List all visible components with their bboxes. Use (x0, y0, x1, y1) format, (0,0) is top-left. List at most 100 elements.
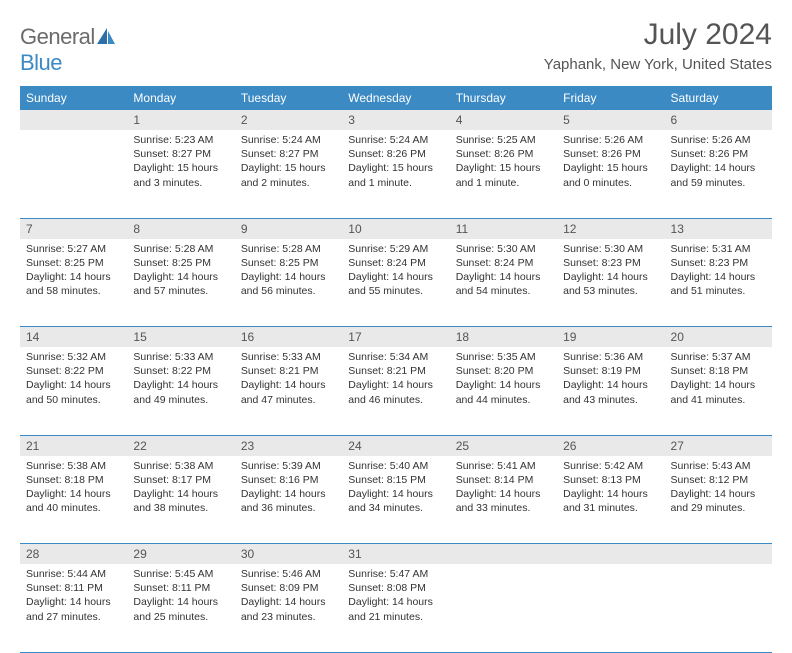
col-tuesday: Tuesday (235, 86, 342, 110)
day-cell: Sunrise: 5:35 AMSunset: 8:20 PMDaylight:… (450, 347, 557, 435)
day-cell: Sunrise: 5:44 AMSunset: 8:11 PMDaylight:… (20, 564, 127, 652)
day-details: Sunrise: 5:28 AMSunset: 8:25 PMDaylight:… (127, 239, 234, 305)
day-details: Sunrise: 5:24 AMSunset: 8:27 PMDaylight:… (235, 130, 342, 196)
day-cell: Sunrise: 5:28 AMSunset: 8:25 PMDaylight:… (127, 239, 234, 327)
col-sunday: Sunday (20, 86, 127, 110)
day-details: Sunrise: 5:24 AMSunset: 8:26 PMDaylight:… (342, 130, 449, 196)
day-cell: Sunrise: 5:30 AMSunset: 8:23 PMDaylight:… (557, 239, 664, 327)
month-title: July 2024 (544, 18, 772, 52)
day-cell: Sunrise: 5:33 AMSunset: 8:22 PMDaylight:… (127, 347, 234, 435)
day-cell: Sunrise: 5:29 AMSunset: 8:24 PMDaylight:… (342, 239, 449, 327)
day-number: 3 (342, 110, 449, 130)
day-number: 26 (557, 435, 664, 456)
day-details: Sunrise: 5:36 AMSunset: 8:19 PMDaylight:… (557, 347, 664, 413)
day-details: Sunrise: 5:30 AMSunset: 8:24 PMDaylight:… (450, 239, 557, 305)
weekday-header-row: Sunday Monday Tuesday Wednesday Thursday… (20, 86, 772, 110)
day-details: Sunrise: 5:32 AMSunset: 8:22 PMDaylight:… (20, 347, 127, 413)
day-cell: Sunrise: 5:26 AMSunset: 8:26 PMDaylight:… (557, 130, 664, 218)
brand-text: General Blue (20, 24, 115, 76)
col-thursday: Thursday (450, 86, 557, 110)
day-details: Sunrise: 5:39 AMSunset: 8:16 PMDaylight:… (235, 456, 342, 522)
header: General Blue July 2024 Yaphank, New York… (20, 18, 772, 76)
day-cell: Sunrise: 5:23 AMSunset: 8:27 PMDaylight:… (127, 130, 234, 218)
day-details: Sunrise: 5:40 AMSunset: 8:15 PMDaylight:… (342, 456, 449, 522)
day-details: Sunrise: 5:26 AMSunset: 8:26 PMDaylight:… (557, 130, 664, 196)
day-cell (20, 130, 127, 218)
day-details: Sunrise: 5:30 AMSunset: 8:23 PMDaylight:… (557, 239, 664, 305)
day-number: 23 (235, 435, 342, 456)
day-number (20, 110, 127, 130)
day-cell (450, 564, 557, 652)
day-cell: Sunrise: 5:26 AMSunset: 8:26 PMDaylight:… (665, 130, 772, 218)
brand-part2: Blue (20, 50, 62, 75)
day-body-row: Sunrise: 5:32 AMSunset: 8:22 PMDaylight:… (20, 347, 772, 435)
day-cell: Sunrise: 5:32 AMSunset: 8:22 PMDaylight:… (20, 347, 127, 435)
day-details: Sunrise: 5:46 AMSunset: 8:09 PMDaylight:… (235, 564, 342, 630)
day-number: 13 (665, 218, 772, 239)
day-number: 4 (450, 110, 557, 130)
day-number: 1 (127, 110, 234, 130)
day-number: 8 (127, 218, 234, 239)
calendar-body: 123456Sunrise: 5:23 AMSunset: 8:27 PMDay… (20, 110, 772, 652)
day-number: 22 (127, 435, 234, 456)
day-cell: Sunrise: 5:47 AMSunset: 8:08 PMDaylight:… (342, 564, 449, 652)
day-details: Sunrise: 5:43 AMSunset: 8:12 PMDaylight:… (665, 456, 772, 522)
sail-icon (97, 24, 115, 50)
daynum-row: 28293031 (20, 544, 772, 565)
day-details (557, 564, 664, 573)
day-details: Sunrise: 5:38 AMSunset: 8:18 PMDaylight:… (20, 456, 127, 522)
col-monday: Monday (127, 86, 234, 110)
day-body-row: Sunrise: 5:38 AMSunset: 8:18 PMDaylight:… (20, 456, 772, 544)
day-body-row: Sunrise: 5:23 AMSunset: 8:27 PMDaylight:… (20, 130, 772, 218)
location-text: Yaphank, New York, United States (544, 56, 772, 73)
daynum-row: 14151617181920 (20, 327, 772, 348)
day-cell: Sunrise: 5:42 AMSunset: 8:13 PMDaylight:… (557, 456, 664, 544)
day-cell: Sunrise: 5:38 AMSunset: 8:18 PMDaylight:… (20, 456, 127, 544)
day-body-row: Sunrise: 5:44 AMSunset: 8:11 PMDaylight:… (20, 564, 772, 652)
day-cell: Sunrise: 5:30 AMSunset: 8:24 PMDaylight:… (450, 239, 557, 327)
day-number (665, 544, 772, 565)
day-cell: Sunrise: 5:36 AMSunset: 8:19 PMDaylight:… (557, 347, 664, 435)
day-cell: Sunrise: 5:31 AMSunset: 8:23 PMDaylight:… (665, 239, 772, 327)
day-details (20, 130, 127, 139)
day-cell: Sunrise: 5:41 AMSunset: 8:14 PMDaylight:… (450, 456, 557, 544)
day-details (450, 564, 557, 573)
day-details: Sunrise: 5:44 AMSunset: 8:11 PMDaylight:… (20, 564, 127, 630)
day-number: 11 (450, 218, 557, 239)
day-details: Sunrise: 5:33 AMSunset: 8:22 PMDaylight:… (127, 347, 234, 413)
day-cell: Sunrise: 5:37 AMSunset: 8:18 PMDaylight:… (665, 347, 772, 435)
brand-part1: General (20, 24, 95, 49)
day-details (665, 564, 772, 573)
brand-logo: General Blue (20, 24, 115, 76)
day-cell (557, 564, 664, 652)
day-number: 31 (342, 544, 449, 565)
day-number: 18 (450, 327, 557, 348)
col-friday: Friday (557, 86, 664, 110)
day-details: Sunrise: 5:33 AMSunset: 8:21 PMDaylight:… (235, 347, 342, 413)
day-cell: Sunrise: 5:25 AMSunset: 8:26 PMDaylight:… (450, 130, 557, 218)
day-number: 12 (557, 218, 664, 239)
day-cell: Sunrise: 5:34 AMSunset: 8:21 PMDaylight:… (342, 347, 449, 435)
day-details: Sunrise: 5:42 AMSunset: 8:13 PMDaylight:… (557, 456, 664, 522)
day-details: Sunrise: 5:35 AMSunset: 8:20 PMDaylight:… (450, 347, 557, 413)
day-number: 29 (127, 544, 234, 565)
day-details: Sunrise: 5:37 AMSunset: 8:18 PMDaylight:… (665, 347, 772, 413)
day-details: Sunrise: 5:41 AMSunset: 8:14 PMDaylight:… (450, 456, 557, 522)
day-body-row: Sunrise: 5:27 AMSunset: 8:25 PMDaylight:… (20, 239, 772, 327)
day-number: 16 (235, 327, 342, 348)
day-cell: Sunrise: 5:39 AMSunset: 8:16 PMDaylight:… (235, 456, 342, 544)
day-details: Sunrise: 5:31 AMSunset: 8:23 PMDaylight:… (665, 239, 772, 305)
day-number: 21 (20, 435, 127, 456)
day-details: Sunrise: 5:34 AMSunset: 8:21 PMDaylight:… (342, 347, 449, 413)
daynum-row: 123456 (20, 110, 772, 130)
day-number: 15 (127, 327, 234, 348)
calendar-table: Sunday Monday Tuesday Wednesday Thursday… (20, 86, 772, 653)
day-number: 10 (342, 218, 449, 239)
day-number: 17 (342, 327, 449, 348)
day-details: Sunrise: 5:27 AMSunset: 8:25 PMDaylight:… (20, 239, 127, 305)
day-details: Sunrise: 5:28 AMSunset: 8:25 PMDaylight:… (235, 239, 342, 305)
day-details: Sunrise: 5:26 AMSunset: 8:26 PMDaylight:… (665, 130, 772, 196)
col-wednesday: Wednesday (342, 86, 449, 110)
col-saturday: Saturday (665, 86, 772, 110)
day-cell: Sunrise: 5:43 AMSunset: 8:12 PMDaylight:… (665, 456, 772, 544)
